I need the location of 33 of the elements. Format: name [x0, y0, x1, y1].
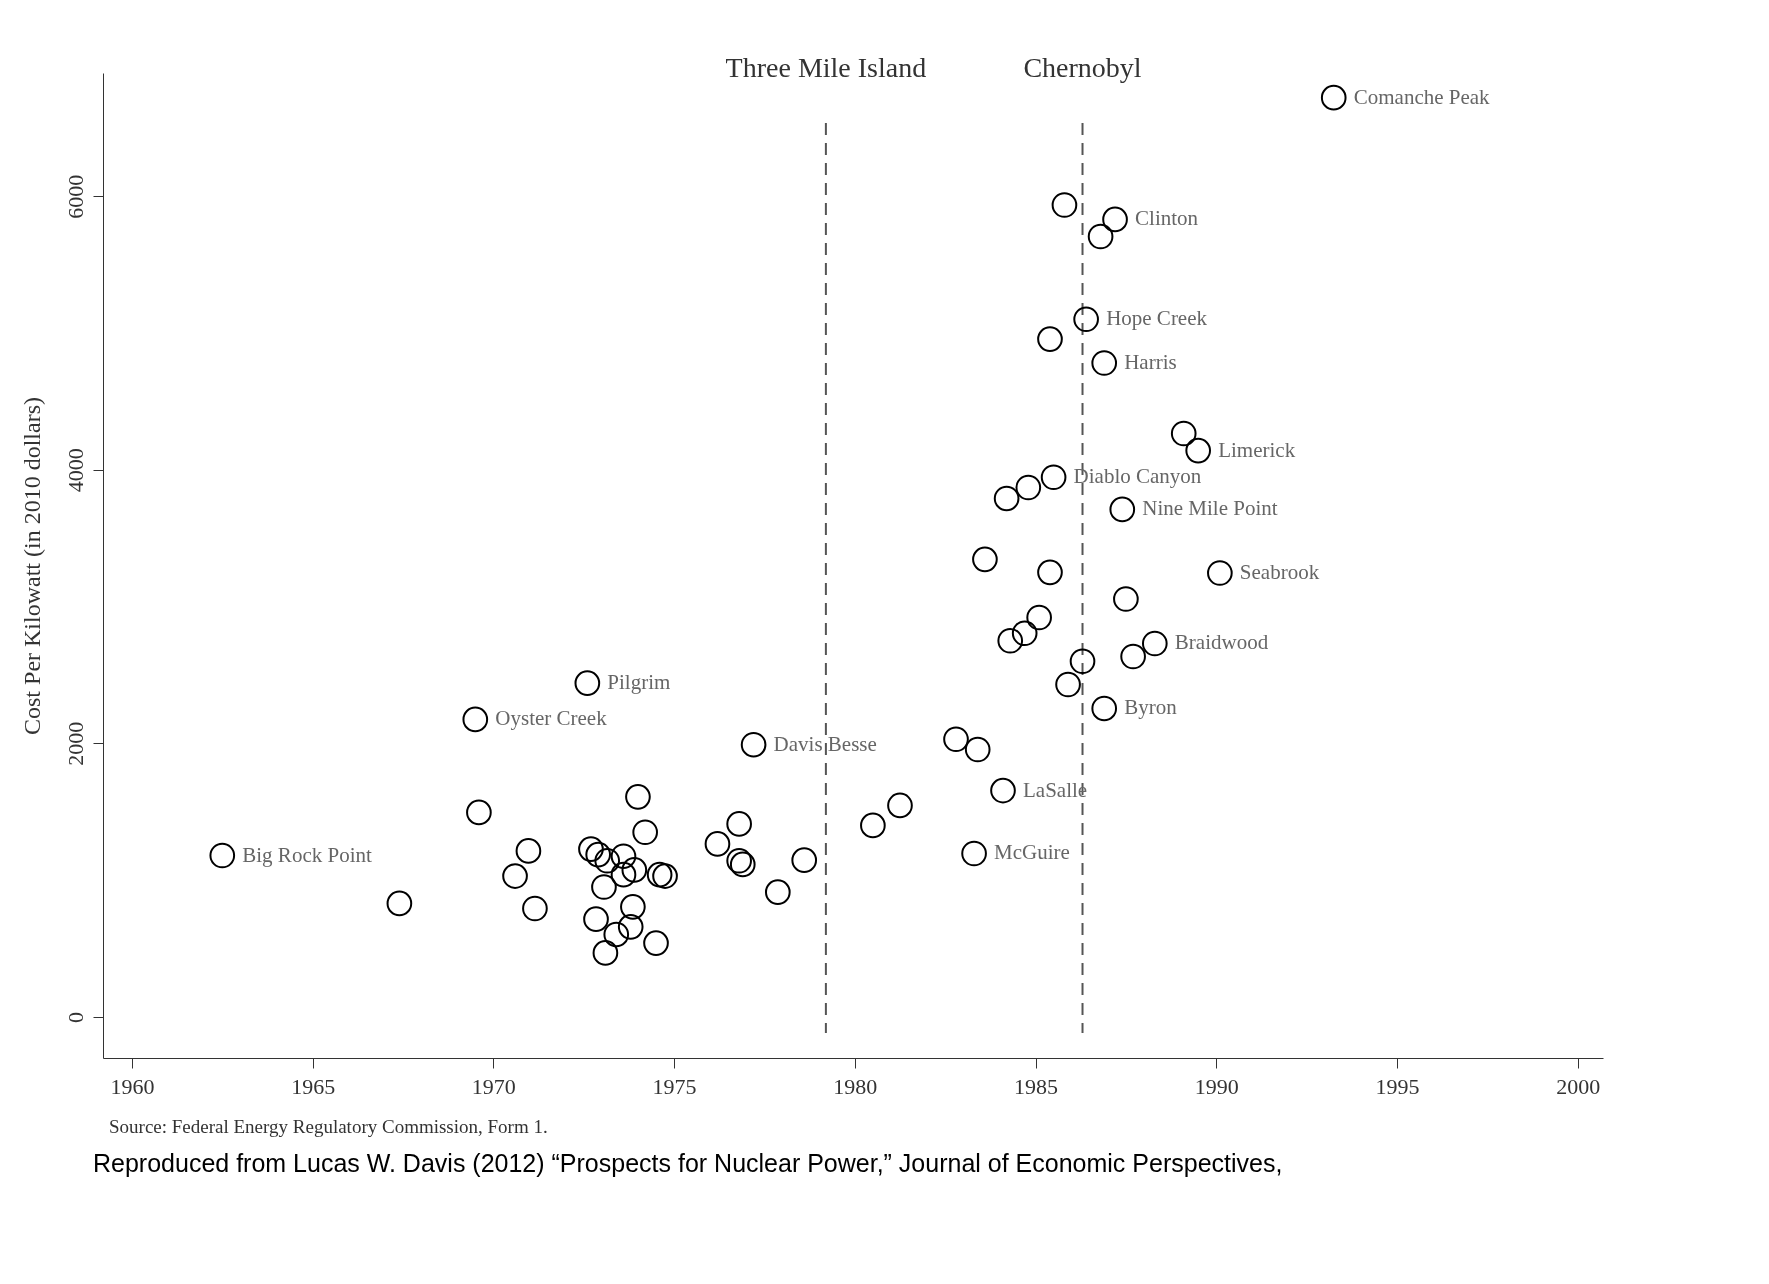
ref-line-label: Three Mile Island [725, 52, 927, 83]
annotation: Davis Besse [773, 731, 877, 756]
x-tick-label: 1960 [110, 1073, 155, 1099]
annotation: Big Rock Point [242, 842, 372, 867]
annotation: Braidwood [1174, 630, 1269, 655]
annotation: Pilgrim [607, 670, 671, 695]
annotation: Limerick [1218, 437, 1296, 462]
x-tick-label: 2000 [1556, 1073, 1601, 1099]
x-tick-label: 1985 [1014, 1073, 1059, 1099]
annotation: McGuire [994, 840, 1070, 865]
x-tick-label: 1970 [471, 1073, 516, 1099]
ref-line-label: Chernobyl [1023, 52, 1142, 83]
annotation: Harris [1124, 350, 1177, 375]
annotation: Clinton [1135, 206, 1199, 231]
x-tick-label: 1965 [291, 1073, 336, 1099]
annotation: Nine Mile Point [1142, 496, 1278, 521]
annotation: Oyster Creek [495, 706, 608, 731]
y-tick-label: 4000 [62, 448, 88, 493]
annotation: Seabrook [1239, 560, 1320, 585]
annotation: Diablo Canyon [1073, 464, 1202, 489]
x-tick-label: 1995 [1375, 1073, 1420, 1099]
x-tick-label: 1980 [833, 1073, 878, 1099]
source-note: Source: Federal Energy Regulatory Commission, Form 1. [109, 1116, 548, 1137]
y-tick-label: 0 [62, 1011, 88, 1023]
y-axis-title: Cost Per Kilowatt (in 2010 dollars) [18, 397, 45, 735]
x-tick-label: 1975 [652, 1073, 697, 1099]
y-tick-label: 2000 [62, 721, 88, 766]
annotation: Comanche Peak [1353, 84, 1491, 109]
annotation: Hope Creek [1106, 306, 1208, 331]
x-tick-label: 1990 [1194, 1073, 1239, 1099]
text: Reproduced from Lucas W. Davis (2012) “Prospects for Nuclear Power,” Journal of Economic Perspectives, [93, 1149, 1283, 1177]
y-tick-label: 6000 [62, 174, 88, 219]
annotation: Byron [1124, 695, 1178, 720]
